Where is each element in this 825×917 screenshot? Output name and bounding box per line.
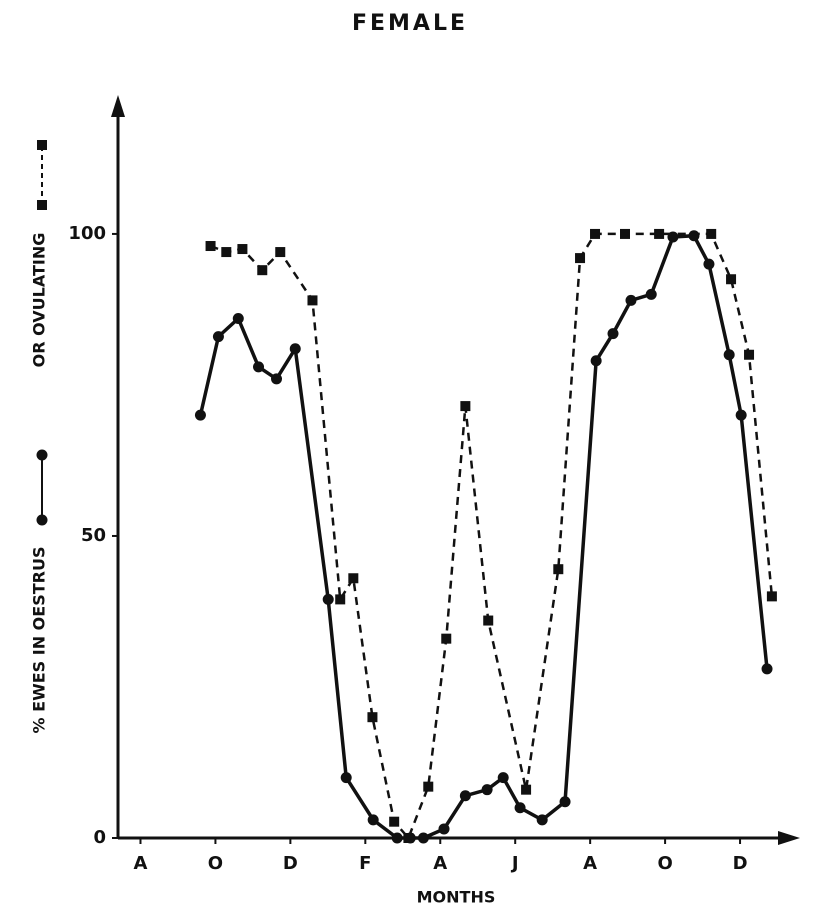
x-tick-label: D (283, 853, 298, 874)
legend-marker (37, 200, 47, 210)
data-point (271, 373, 283, 385)
data-point (460, 401, 471, 412)
data-point (575, 253, 586, 264)
data-point (521, 784, 532, 795)
x-axis-arrow (778, 831, 800, 845)
data-point (253, 361, 265, 373)
x-tick-label: A (583, 853, 597, 874)
data-point (497, 772, 509, 784)
x-tick-label: A (134, 853, 148, 874)
legend-marker (36, 449, 48, 461)
y-tick-label: 50 (81, 525, 106, 546)
data-point (389, 816, 400, 827)
data-point (514, 802, 526, 814)
y-axis-label: % EWES IN OESTRUS OR OVULATING (30, 140, 49, 733)
data-point (340, 772, 352, 784)
data-point (275, 247, 286, 258)
data-point (536, 814, 548, 826)
data-point (766, 591, 777, 602)
data-point (703, 258, 715, 270)
data-point (559, 796, 571, 808)
data-point (483, 615, 494, 626)
data-point (335, 594, 346, 605)
data-point (645, 288, 657, 300)
data-point (367, 712, 378, 723)
data-point (481, 784, 493, 796)
x-tick-label: O (208, 853, 223, 874)
data-point (590, 228, 601, 239)
data-point (441, 633, 452, 644)
legend-label: OR OVULATING (30, 233, 49, 368)
data-point (706, 228, 717, 239)
data-point (625, 294, 637, 306)
data-point (232, 313, 244, 325)
data-point (607, 328, 619, 340)
data-point (553, 564, 564, 575)
data-point (620, 228, 631, 239)
x-tick-label: A (433, 853, 447, 874)
data-point (654, 228, 665, 239)
x-axis-label: MONTHS (417, 888, 496, 907)
data-point (289, 343, 301, 355)
data-point (194, 409, 206, 421)
x-tick-label: F (359, 853, 371, 874)
data-point (726, 274, 737, 285)
y-tick-label: 0 (93, 827, 106, 848)
series-line (198, 233, 769, 840)
data-point (423, 781, 434, 792)
data-point (391, 832, 403, 844)
data-point (723, 349, 735, 361)
data-point (744, 349, 755, 360)
data-point (438, 823, 450, 835)
data-point (237, 244, 248, 255)
chart-title: FEMALE (352, 11, 468, 36)
data-point (257, 265, 268, 276)
data-point (221, 247, 232, 258)
data-point (688, 230, 700, 242)
x-tick-label: D (733, 853, 748, 874)
series-line (210, 232, 774, 841)
data-point (417, 832, 429, 844)
data-point (403, 833, 414, 843)
data-point (212, 331, 224, 343)
data-point (761, 663, 773, 675)
data-point (205, 241, 216, 252)
x-tick-label: O (657, 853, 672, 874)
y-tick-label: 100 (68, 223, 106, 244)
data-point (367, 814, 379, 826)
legend-marker (36, 514, 48, 526)
legend-label: % EWES IN OESTRUS (30, 547, 49, 734)
y-axis-arrow (111, 95, 125, 117)
legend-marker (37, 140, 47, 150)
data-point (459, 790, 471, 802)
data-point (307, 295, 318, 306)
data-point (590, 355, 602, 367)
data-point (735, 409, 747, 421)
data-point (348, 573, 359, 584)
x-tick-label: J (510, 853, 519, 874)
data-point (322, 593, 334, 605)
